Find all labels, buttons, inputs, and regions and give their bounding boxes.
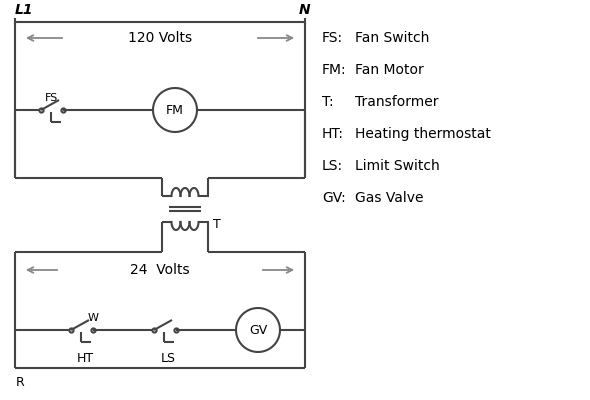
Text: N: N [299,3,311,17]
Text: FS:: FS: [322,31,343,45]
Text: 120 Volts: 120 Volts [128,31,192,45]
Text: 24  Volts: 24 Volts [130,263,190,277]
Text: Gas Valve: Gas Valve [355,191,424,205]
Text: LS: LS [160,352,175,364]
Text: FM: FM [166,104,184,116]
Text: HT:: HT: [322,127,344,141]
Text: T: T [213,218,221,232]
Text: T:: T: [322,95,333,109]
Text: LS:: LS: [322,159,343,173]
Text: HT: HT [77,352,94,364]
Text: Heating thermostat: Heating thermostat [355,127,491,141]
Text: Transformer: Transformer [355,95,438,109]
Text: GV: GV [249,324,267,336]
Text: W: W [87,313,99,323]
Text: FS: FS [45,93,58,103]
Polygon shape [236,308,280,352]
Text: GV:: GV: [322,191,346,205]
Polygon shape [153,88,197,132]
Text: FM:: FM: [322,63,347,77]
Text: R: R [15,376,24,388]
Text: L1: L1 [15,3,34,17]
Text: Fan Switch: Fan Switch [355,31,430,45]
Text: Fan Motor: Fan Motor [355,63,424,77]
Text: Limit Switch: Limit Switch [355,159,440,173]
